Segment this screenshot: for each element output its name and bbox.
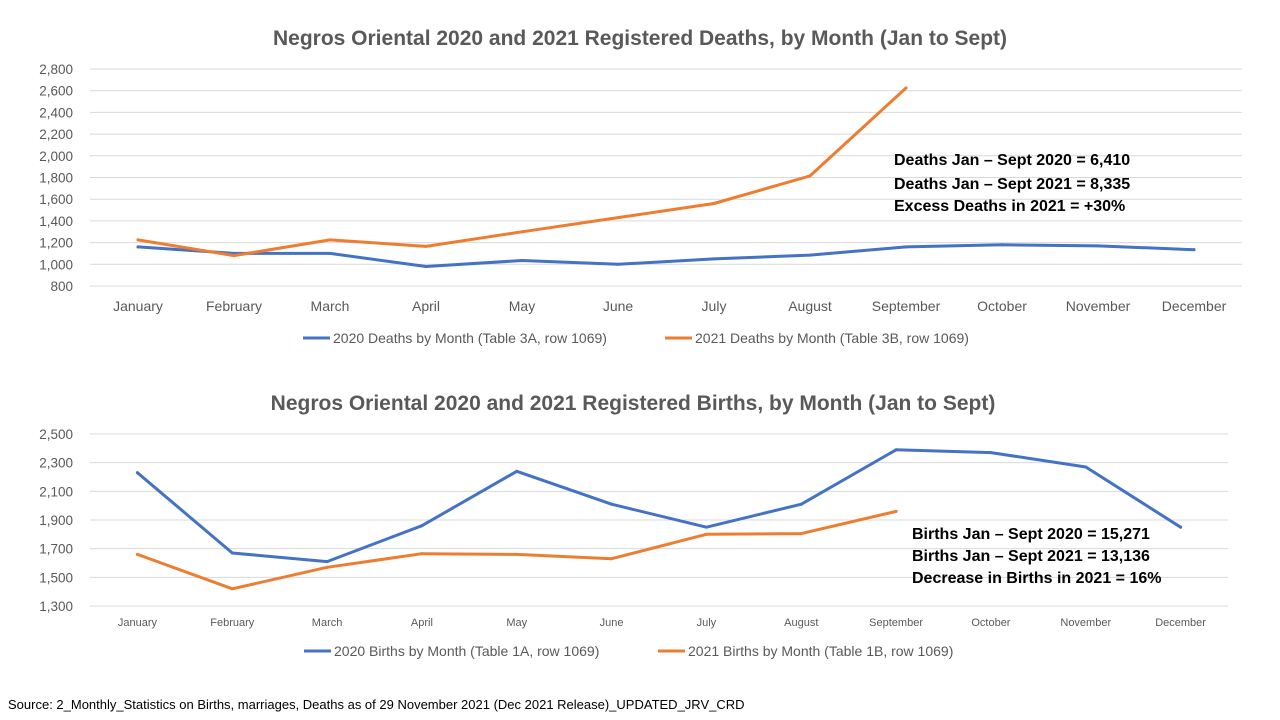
- deaths-legend-label: 2021 Deaths by Month (Table 3B, row 1069…: [695, 330, 969, 346]
- deaths-y-tick-label: 2,200: [39, 127, 73, 142]
- deaths-y-tick-label: 1,800: [39, 171, 73, 186]
- births-legend-label: 2021 Births by Month (Table 1B, row 1069…: [688, 643, 953, 659]
- deaths-data-point: [712, 257, 716, 261]
- deaths-data-point: [712, 202, 716, 206]
- births-chart-title: Negros Oriental 2020 and 2021 Registered…: [271, 392, 996, 415]
- births-data-point: [325, 565, 329, 569]
- deaths-data-point: [808, 253, 812, 257]
- deaths-data-point: [1096, 244, 1100, 248]
- deaths-series-line-2020: [136, 243, 1196, 268]
- deaths-data-point: [1000, 243, 1004, 247]
- births-x-tick-label: December: [1155, 617, 1206, 629]
- deaths-data-point: [808, 174, 812, 178]
- births-y-tick-label: 2,500: [39, 427, 73, 442]
- deaths-data-point: [616, 262, 620, 266]
- deaths-y-tick-label: 1,000: [39, 257, 73, 272]
- deaths-x-tick-label: May: [509, 298, 535, 314]
- births-data-point: [989, 451, 993, 455]
- births-data-point: [135, 471, 139, 475]
- deaths-x-tick-label: April: [412, 298, 440, 314]
- births-x-tick-label: July: [697, 617, 717, 629]
- births-legend-label: 2020 Births by Month (Table 1A, row 1069…: [334, 643, 599, 659]
- deaths-data-point: [424, 244, 428, 248]
- deaths-y-tick-label: 800: [50, 279, 73, 294]
- deaths-y-tick-label: 2,600: [39, 84, 73, 99]
- births-data-point: [704, 532, 708, 536]
- deaths-data-point: [328, 251, 332, 255]
- births-y-tick-label: 1,300: [39, 599, 73, 614]
- births-x-tick-label: April: [411, 617, 433, 629]
- births-data-point: [420, 524, 424, 528]
- births-data-point: [515, 552, 519, 556]
- births-data-point: [420, 552, 424, 556]
- births-y-tick-label: 1,900: [39, 513, 73, 528]
- births-x-tick-label: June: [600, 617, 624, 629]
- births-data-point: [230, 551, 234, 555]
- births-x-tick-label: May: [506, 617, 527, 629]
- births-data-point: [704, 525, 708, 529]
- births-data-point: [135, 552, 139, 556]
- births-annotation: Decrease in Births in 2021 = 16%: [912, 570, 1161, 587]
- deaths-data-point: [424, 264, 428, 268]
- deaths-x-tick-label: June: [603, 298, 634, 314]
- deaths-x-tick-label: September: [872, 298, 941, 314]
- deaths-data-point: [520, 259, 524, 263]
- deaths-data-point: [232, 254, 236, 258]
- deaths-x-tick-label: January: [113, 298, 163, 314]
- deaths-data-point: [328, 238, 332, 242]
- births-data-point: [1084, 465, 1088, 469]
- births-annotation: Births Jan – Sept 2021 = 13,136: [912, 548, 1150, 565]
- source-note: Source: 2_Monthly_Statistics on Births, …: [8, 697, 745, 712]
- deaths-annotation: Excess Deaths in 2021 = +30%: [894, 198, 1125, 215]
- births-y-tick-label: 1,500: [39, 570, 73, 585]
- deaths-legend-label: 2020 Deaths by Month (Table 3A, row 1069…: [333, 330, 607, 346]
- births-annotation: Births Jan – Sept 2020 = 15,271: [912, 526, 1150, 543]
- deaths-y-tick-label: 1,200: [39, 236, 73, 251]
- deaths-x-tick-label: December: [1162, 298, 1227, 314]
- births-data-point: [799, 502, 803, 506]
- births-data-point: [610, 557, 614, 561]
- deaths-y-tick-label: 1,400: [39, 214, 73, 229]
- births-series-line-2020: [135, 448, 1183, 564]
- births-data-point: [1179, 525, 1183, 529]
- births-x-tick-label: August: [784, 617, 818, 629]
- births-data-point: [325, 560, 329, 564]
- deaths-data-point: [136, 245, 140, 249]
- deaths-x-tick-label: February: [206, 298, 262, 314]
- deaths-y-tick-label: 1,600: [39, 192, 73, 207]
- deaths-data-point: [904, 86, 908, 90]
- births-y-tick-label: 2,100: [39, 484, 73, 499]
- births-x-tick-label: October: [971, 617, 1010, 629]
- deaths-x-tick-label: August: [788, 298, 832, 314]
- deaths-y-tick-label: 2,000: [39, 149, 73, 164]
- deaths-x-tick-label: March: [311, 298, 350, 314]
- deaths-data-point: [520, 230, 524, 234]
- births-y-tick-label: 2,300: [39, 456, 73, 471]
- births-data-point: [230, 587, 234, 591]
- births-data-point: [799, 532, 803, 536]
- deaths-data-point: [904, 245, 908, 249]
- births-x-tick-label: March: [312, 617, 343, 629]
- deaths-data-point: [1192, 248, 1196, 252]
- deaths-annotation: Deaths Jan – Sept 2021 = 8,335: [894, 176, 1130, 193]
- births-data-point: [894, 448, 898, 452]
- deaths-annotation: Deaths Jan – Sept 2020 = 6,410: [894, 152, 1130, 169]
- deaths-y-tick-label: 2,800: [39, 62, 73, 77]
- deaths-data-point: [616, 216, 620, 220]
- deaths-chart-title: Negros Oriental 2020 and 2021 Registered…: [273, 27, 1007, 50]
- births-y-tick-label: 1,700: [39, 542, 73, 557]
- deaths-data-point: [136, 238, 140, 242]
- births-data-point: [610, 502, 614, 506]
- births-data-point: [894, 509, 898, 513]
- births-x-tick-label: September: [869, 617, 923, 629]
- deaths-x-tick-label: November: [1066, 298, 1131, 314]
- deaths-x-tick-label: July: [702, 298, 727, 314]
- births-x-tick-label: January: [118, 617, 158, 629]
- deaths-x-tick-label: October: [977, 298, 1027, 314]
- deaths-y-tick-label: 2,400: [39, 105, 73, 120]
- births-x-tick-label: February: [210, 617, 255, 629]
- births-x-tick-label: November: [1060, 617, 1111, 629]
- births-data-point: [515, 469, 519, 473]
